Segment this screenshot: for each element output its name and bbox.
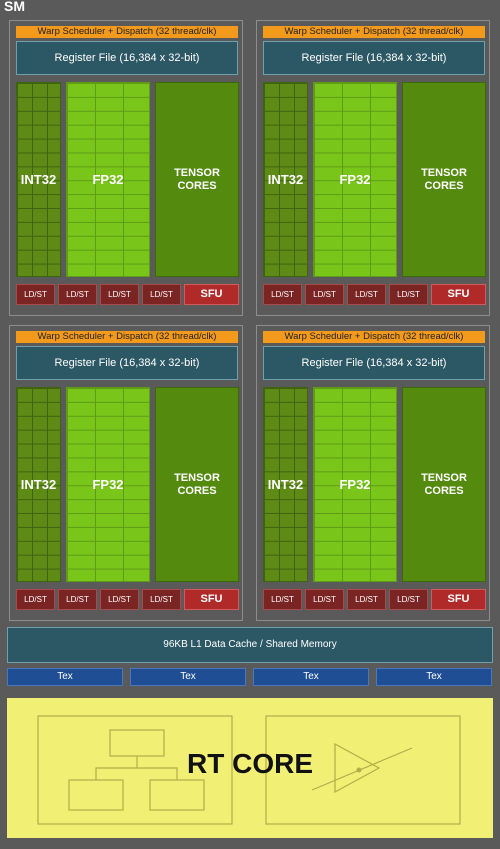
bvh-panel [37, 715, 233, 825]
fp32-label: FP32 [92, 477, 124, 492]
bvh-edge [95, 756, 138, 780]
ldst-unit: LD/ST [100, 589, 139, 610]
tensor-label: TENSOR CORES [174, 166, 220, 192]
ldst-unit: LD/ST [142, 284, 181, 305]
sm-title: SM [4, 0, 25, 14]
rt-core-illustration [37, 715, 461, 825]
bvh-child-node [149, 779, 205, 811]
fp32-units: FP32 [66, 387, 150, 582]
tensor-label: TENSOR CORES [421, 166, 467, 192]
tensor-label: TENSOR CORES [421, 471, 467, 497]
fp32-label: FP32 [92, 172, 124, 187]
ldst-unit: LD/ST [347, 589, 386, 610]
int32-label: INT32 [20, 172, 57, 187]
rt-core: RT CORE [7, 698, 493, 838]
tensor-cores: TENSOR CORES [155, 82, 239, 277]
ldst-unit: LD/ST [100, 284, 139, 305]
ldst-unit: LD/ST [305, 589, 344, 610]
fp32-units: FP32 [66, 82, 150, 277]
register-file: Register File (16,384 x 32-bit) [263, 346, 485, 380]
triangle-icon [334, 742, 381, 794]
sfu-unit: SFU [184, 589, 239, 610]
rt-core-label: RT CORE [187, 748, 313, 779]
fp32-units: FP32 [313, 82, 397, 277]
fp32-label: FP32 [339, 172, 371, 187]
processing-block-3: Warp Scheduler + Dispatch (32 thread/clk… [9, 325, 243, 621]
tex-unit: Tex [253, 668, 369, 686]
register-file: Register File (16,384 x 32-bit) [16, 346, 238, 380]
fp32-units: FP32 [313, 387, 397, 582]
ldst-unit: LD/ST [389, 284, 428, 305]
l1-data-cache: 96KB L1 Data Cache / Shared Memory [7, 627, 493, 663]
tex-unit: Tex [376, 668, 492, 686]
register-file: Register File (16,384 x 32-bit) [263, 41, 485, 75]
tex-unit: Tex [7, 668, 123, 686]
int32-label: INT32 [20, 477, 57, 492]
intersection-panel [265, 715, 461, 825]
int32-units: INT32 [16, 82, 61, 277]
warp-scheduler: Warp Scheduler + Dispatch (32 thread/clk… [263, 26, 485, 38]
ldst-unit: LD/ST [305, 284, 344, 305]
bvh-edge [137, 767, 178, 780]
tensor-label: TENSOR CORES [174, 471, 220, 497]
sfu-unit: SFU [431, 589, 486, 610]
intersection-point [356, 767, 362, 773]
register-file: Register File (16,384 x 32-bit) [16, 41, 238, 75]
warp-scheduler: Warp Scheduler + Dispatch (32 thread/clk… [16, 331, 238, 343]
tensor-cores: TENSOR CORES [402, 387, 486, 582]
ldst-unit: LD/ST [58, 589, 97, 610]
sfu-unit: SFU [184, 284, 239, 305]
warp-scheduler: Warp Scheduler + Dispatch (32 thread/clk… [263, 331, 485, 343]
processing-block-1: Warp Scheduler + Dispatch (32 thread/clk… [9, 20, 243, 316]
ldst-unit: LD/ST [142, 589, 181, 610]
warp-scheduler: Warp Scheduler + Dispatch (32 thread/clk… [16, 26, 238, 38]
ldst-unit: LD/ST [347, 284, 386, 305]
sfu-unit: SFU [431, 284, 486, 305]
int32-units: INT32 [16, 387, 61, 582]
ldst-unit: LD/ST [16, 284, 55, 305]
ray-line [311, 747, 413, 791]
processing-block-4: Warp Scheduler + Dispatch (32 thread/clk… [256, 325, 490, 621]
int32-label: INT32 [267, 172, 304, 187]
tensor-cores: TENSOR CORES [155, 387, 239, 582]
int32-units: INT32 [263, 387, 308, 582]
int32-units: INT32 [263, 82, 308, 277]
ldst-unit: LD/ST [16, 589, 55, 610]
processing-block-2: Warp Scheduler + Dispatch (32 thread/clk… [256, 20, 490, 316]
ldst-unit: LD/ST [263, 284, 302, 305]
bvh-child-node [68, 779, 124, 811]
ldst-unit: LD/ST [263, 589, 302, 610]
ldst-unit: LD/ST [389, 589, 428, 610]
int32-label: INT32 [267, 477, 304, 492]
ldst-unit: LD/ST [58, 284, 97, 305]
tensor-cores: TENSOR CORES [402, 82, 486, 277]
tex-unit: Tex [130, 668, 246, 686]
fp32-label: FP32 [339, 477, 371, 492]
